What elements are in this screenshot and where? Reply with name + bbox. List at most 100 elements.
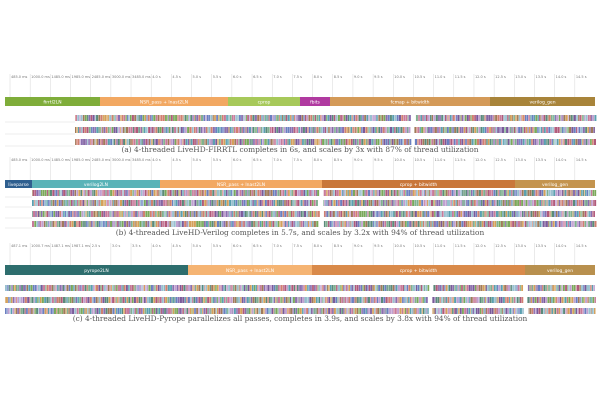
thread-task bbox=[195, 297, 198, 303]
thread-task bbox=[281, 308, 283, 314]
thread-task bbox=[157, 285, 160, 291]
thread-task bbox=[232, 308, 234, 314]
thread-task bbox=[455, 190, 458, 196]
thread-task bbox=[247, 221, 249, 227]
thread-task bbox=[188, 211, 190, 217]
thread-task bbox=[123, 115, 126, 121]
tick-label: 10.5 s bbox=[414, 75, 425, 79]
thread-task bbox=[215, 221, 217, 227]
thread-task bbox=[105, 211, 108, 217]
thread-task bbox=[312, 308, 314, 314]
thread-task bbox=[310, 285, 312, 291]
thread-task bbox=[291, 190, 294, 196]
thread-task bbox=[172, 200, 174, 206]
thread-task bbox=[186, 211, 189, 217]
thread-task bbox=[487, 190, 490, 196]
thread-task bbox=[341, 190, 342, 196]
thread-task bbox=[485, 115, 487, 121]
thread-task bbox=[32, 211, 36, 217]
thread-task bbox=[150, 115, 151, 121]
thread-task bbox=[383, 139, 386, 145]
thread-task bbox=[311, 200, 314, 206]
thread-task bbox=[509, 190, 511, 196]
thread-task bbox=[252, 211, 255, 217]
thread-task bbox=[183, 115, 185, 121]
thread-task bbox=[377, 211, 379, 217]
thread-task bbox=[347, 308, 349, 314]
thread-task bbox=[150, 127, 152, 133]
thread-task bbox=[385, 190, 388, 196]
thread-task bbox=[325, 308, 327, 314]
thread-task bbox=[365, 200, 367, 206]
thread-task bbox=[446, 139, 449, 145]
thread-task bbox=[226, 200, 229, 206]
thread-task bbox=[244, 211, 247, 217]
thread-task bbox=[374, 127, 376, 133]
thread-task bbox=[351, 221, 354, 227]
thread-task bbox=[536, 308, 539, 314]
thread-task bbox=[89, 297, 92, 303]
thread-task bbox=[153, 211, 155, 217]
thread-task bbox=[287, 200, 290, 206]
thread-task bbox=[506, 127, 509, 133]
thread-task bbox=[265, 297, 268, 303]
thread-task bbox=[104, 115, 107, 121]
thread-task bbox=[218, 139, 221, 145]
thread-task bbox=[567, 200, 569, 206]
thread-task bbox=[383, 297, 386, 303]
thread-task bbox=[131, 285, 133, 291]
thread-task bbox=[13, 285, 14, 291]
thread-task bbox=[525, 200, 528, 206]
thread-task bbox=[486, 127, 489, 133]
thread-task bbox=[322, 139, 325, 145]
thread-task bbox=[463, 139, 465, 145]
thread-task bbox=[529, 211, 531, 217]
thread-task bbox=[528, 139, 531, 145]
thread-task bbox=[294, 211, 297, 217]
thread-task bbox=[357, 115, 359, 121]
thread-task bbox=[319, 139, 321, 145]
thread-task bbox=[357, 127, 359, 133]
thread-task bbox=[125, 139, 127, 145]
thread-task bbox=[385, 115, 388, 121]
thread-task bbox=[382, 127, 385, 133]
thread-task bbox=[423, 127, 425, 133]
thread-task bbox=[503, 221, 505, 227]
thread-task bbox=[85, 139, 87, 145]
thread-task bbox=[357, 297, 358, 303]
thread-task bbox=[568, 115, 569, 121]
thread-task bbox=[397, 200, 400, 206]
thread-task bbox=[392, 297, 395, 303]
thread-task bbox=[251, 285, 254, 291]
thread-task bbox=[374, 190, 376, 196]
thread-task bbox=[70, 308, 72, 314]
thread-task bbox=[364, 297, 367, 303]
thread-task bbox=[32, 285, 35, 291]
tick-label: 6.0 s bbox=[233, 244, 242, 248]
thread-task bbox=[249, 297, 251, 303]
thread-task bbox=[321, 308, 323, 314]
thread-task bbox=[398, 221, 401, 227]
thread-task bbox=[324, 308, 326, 314]
thread-task bbox=[439, 297, 441, 303]
thread-task bbox=[159, 211, 162, 217]
thread-task bbox=[447, 200, 449, 206]
thread-task bbox=[241, 200, 244, 206]
thread-task bbox=[375, 297, 377, 303]
thread-task bbox=[219, 190, 222, 196]
thread-task bbox=[375, 285, 377, 291]
thread-task bbox=[340, 200, 343, 206]
thread-task bbox=[39, 285, 41, 291]
thread-task bbox=[140, 127, 141, 133]
thread-task bbox=[394, 127, 396, 133]
thread-task bbox=[239, 200, 242, 206]
thread-task bbox=[370, 221, 373, 227]
thread-task bbox=[217, 127, 220, 133]
thread-task bbox=[490, 211, 492, 217]
thread-task bbox=[326, 308, 328, 314]
thread-task bbox=[370, 200, 373, 206]
thread-task bbox=[416, 127, 418, 133]
thread-task bbox=[458, 308, 460, 314]
thread-task bbox=[347, 200, 349, 206]
thread-task bbox=[77, 285, 79, 291]
